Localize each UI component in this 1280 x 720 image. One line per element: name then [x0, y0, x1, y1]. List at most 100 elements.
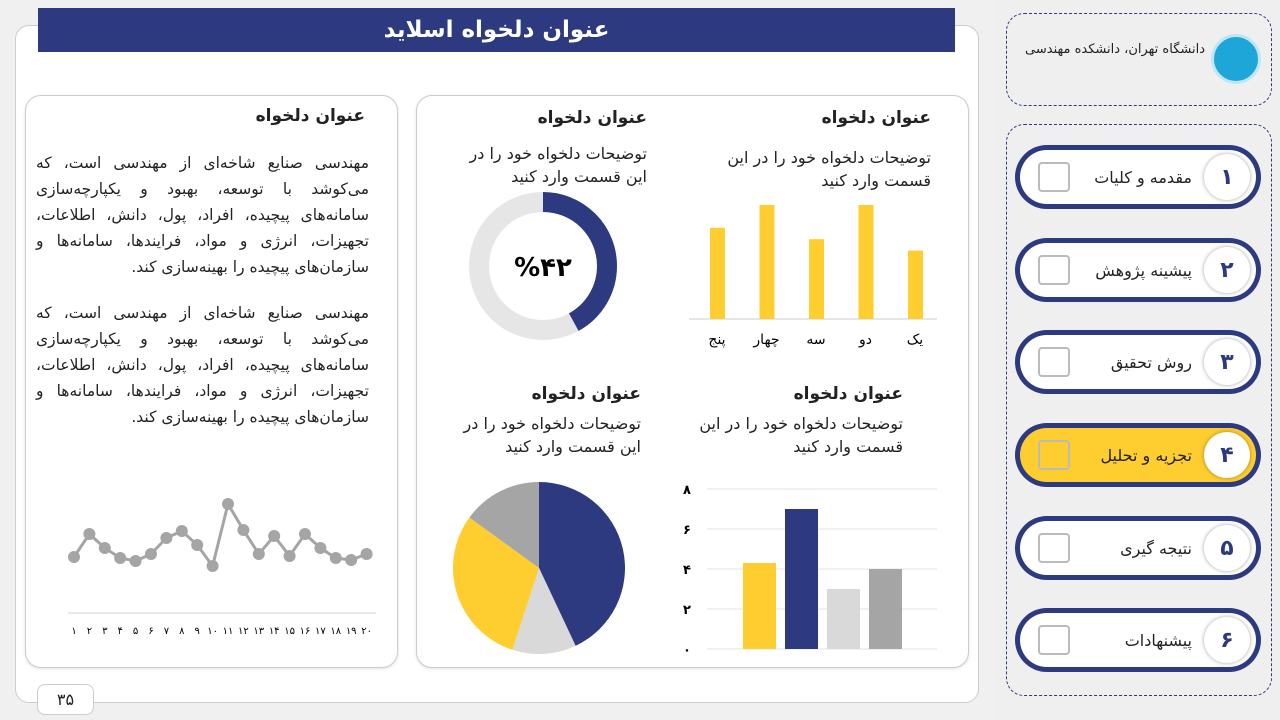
nav-item-6[interactable]: ۶ پیشنهادات	[1015, 608, 1261, 672]
x-tick-label: ۵	[133, 626, 138, 637]
paragraph: مهندسی صنایع شاخه‌ای از مهندسی است، که م…	[36, 154, 369, 276]
x-tick-label: دو	[858, 332, 872, 348]
panel-desc: توضیحات دلخواه خود را در این قسمت وارد ک…	[463, 414, 641, 456]
donut-value-arc	[469, 192, 617, 340]
y-tick-label: ۸	[683, 483, 691, 498]
y-tick-label: ۲	[683, 603, 691, 618]
nav-number: ۶	[1204, 617, 1250, 663]
nav-number: ۱	[1204, 154, 1250, 200]
x-tick-label: ۴	[118, 626, 123, 637]
panel-desc: توضیحات دلخواه خود را در این قسمت وارد ک…	[469, 144, 647, 186]
text-card-title: عنوان دلخواه	[255, 106, 365, 126]
data-point	[68, 551, 80, 563]
nav-item-3[interactable]: ۳ روش تحقیق	[1015, 330, 1261, 394]
university-name: دانشگاه تهران، دانشکده مهندسی	[1025, 42, 1205, 57]
university-logo	[1211, 34, 1261, 84]
data-point	[114, 552, 127, 564]
panel-title: عنوان دلخواه	[537, 108, 647, 128]
document-edit-icon	[1038, 162, 1070, 192]
data-point	[175, 525, 188, 537]
bar	[908, 250, 923, 319]
bar	[759, 205, 775, 319]
x-tick-label: ۱۱	[223, 626, 234, 637]
panel-title: عنوان دلخواه	[531, 384, 641, 404]
page-number: ۳۵	[37, 684, 94, 715]
x-tick-label: ۷	[164, 626, 170, 637]
x-tick-label: ۱۵	[284, 626, 295, 637]
x-tick-label: ۲	[87, 626, 92, 637]
nav-item-5[interactable]: ۵ نتیجه گیری	[1015, 516, 1261, 580]
nav-number: ۵	[1204, 525, 1250, 571]
text-card: عنوان دلخواه مهندسی صنایع شاخه‌ای از مهن…	[25, 95, 398, 668]
bar	[743, 563, 776, 649]
nav-label: روش تحقیق	[1110, 352, 1192, 372]
nav-number: ۴	[1204, 432, 1250, 478]
pie-slice	[469, 482, 539, 568]
x-tick-label: ۱۷	[315, 626, 326, 637]
x-tick-label: ۹	[195, 626, 200, 637]
nav-number: ۳	[1204, 339, 1250, 385]
y-tick-label: ۰	[683, 643, 691, 658]
chat-icon	[1038, 625, 1070, 655]
user-search-icon	[1038, 347, 1070, 377]
x-tick-label: ۱۹	[346, 626, 357, 637]
x-tick-label: ۱	[71, 626, 76, 637]
data-point	[283, 550, 296, 562]
panel-title: عنوان دلخواه	[793, 384, 903, 404]
nav-label: نتیجه گیری	[1120, 538, 1192, 558]
nav-item-inner: ۶ پیشنهادات	[1020, 613, 1256, 667]
bar	[785, 509, 818, 649]
bar	[809, 239, 824, 319]
data-point	[145, 548, 157, 560]
y-tick-label: ۴	[683, 563, 691, 578]
nav-item-inner: ۵ نتیجه گیری	[1020, 521, 1256, 575]
x-tick-label: ۶	[148, 626, 153, 637]
bar	[827, 589, 860, 649]
nav-label: پیشنهادات	[1124, 630, 1192, 650]
nav-label: مقدمه و کلیات	[1094, 167, 1192, 187]
nav-item-1[interactable]: ۱ مقدمه و کلیات	[1015, 145, 1261, 209]
nav-label: پیشینه پژوهش	[1095, 260, 1192, 280]
charts-card: عنوان دلخواه توضیحات دلخواه خود را در ای…	[416, 95, 969, 668]
panel-desc: توضیحات دلخواه خود را در این قسمت وارد ک…	[727, 148, 931, 190]
data-point	[83, 528, 96, 540]
data-point	[268, 530, 281, 542]
x-tick-label: ۱۶	[300, 626, 311, 637]
charts-area: یک دو سه چهار پنج %۴۲ ۰ ۲ ۴ ۶ ۸	[453, 192, 937, 658]
data-point	[129, 555, 142, 567]
bar	[858, 205, 874, 319]
pie-slice	[512, 568, 576, 654]
donut-label: %۴۲	[514, 253, 572, 283]
paragraph: مهندسی صنایع شاخه‌ای از مهندسی است، که م…	[36, 304, 369, 426]
data-point	[191, 539, 204, 551]
nav-item-4[interactable]: ۴ تجزیه و تحلیل	[1015, 423, 1261, 487]
data-point	[345, 554, 358, 566]
data-point	[360, 548, 373, 560]
bar-chart-icon	[1038, 440, 1070, 470]
x-tick-label: ۱۸	[330, 626, 341, 637]
x-tick-label: یک	[907, 332, 924, 348]
x-tick-label: سه	[806, 332, 825, 348]
x-tick-label: ۱۴	[269, 626, 280, 637]
data-point	[206, 560, 219, 572]
data-point	[252, 548, 265, 560]
x-tick-label: ۸	[179, 626, 185, 637]
data-point	[329, 552, 342, 564]
nav-item-2[interactable]: ۲ پیشینه پژوهش	[1015, 238, 1261, 302]
nav-item-inner: ۱ مقدمه و کلیات	[1020, 150, 1256, 204]
nav-item-inner: ۴ تجزیه و تحلیل	[1020, 428, 1256, 482]
x-tick-label: ۳	[102, 626, 108, 637]
bar	[869, 569, 902, 649]
pie-slice	[539, 482, 625, 646]
panel-desc: توضیحات دلخواه خود را در این قسمت وارد ک…	[699, 414, 903, 456]
x-tick-label: ۱۲	[238, 626, 249, 637]
y-tick-label: ۶	[683, 523, 691, 538]
nav-number: ۲	[1204, 247, 1250, 293]
university-box	[1006, 13, 1272, 106]
data-point	[98, 542, 111, 554]
slide-title: عنوان دلخواه اسلاید	[38, 8, 955, 52]
x-tick-label: چهار	[752, 332, 779, 348]
data-point	[299, 528, 311, 540]
data-point	[237, 524, 250, 536]
data-point	[160, 532, 173, 544]
